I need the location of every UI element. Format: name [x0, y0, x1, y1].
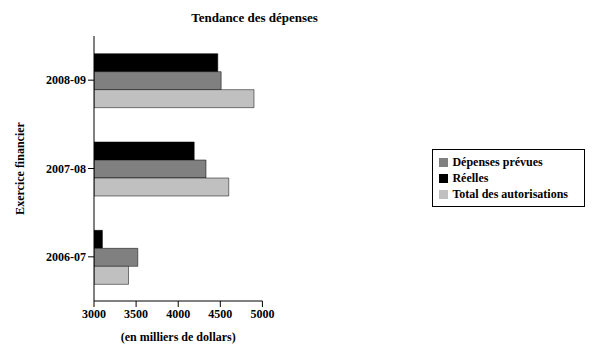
svg-text:(en milliers de dollars): (en milliers de dollars) [121, 330, 236, 344]
svg-text:2006-07: 2006-07 [46, 250, 86, 264]
svg-text:3000: 3000 [82, 307, 106, 321]
html-text:Dépenses prévues: Dépenses prévues [452, 154, 543, 169]
html-text:Total des autorisations: Total des autorisations [452, 186, 568, 201]
svg-text:2007-08: 2007-08 [46, 162, 86, 176]
html-text:Tendance des dépenses: Tendance des dépenses [191, 10, 318, 25]
svg-text:Exercice financier: Exercice financier [13, 121, 27, 214]
svg-text:4000: 4000 [166, 307, 190, 321]
html-text:Réelles: Réelles [452, 170, 489, 185]
svg-text:4500: 4500 [208, 307, 232, 321]
svg-text:2008-09: 2008-09 [46, 73, 86, 87]
svg-text:3500: 3500 [124, 307, 148, 321]
svg-text:5000: 5000 [250, 307, 274, 321]
